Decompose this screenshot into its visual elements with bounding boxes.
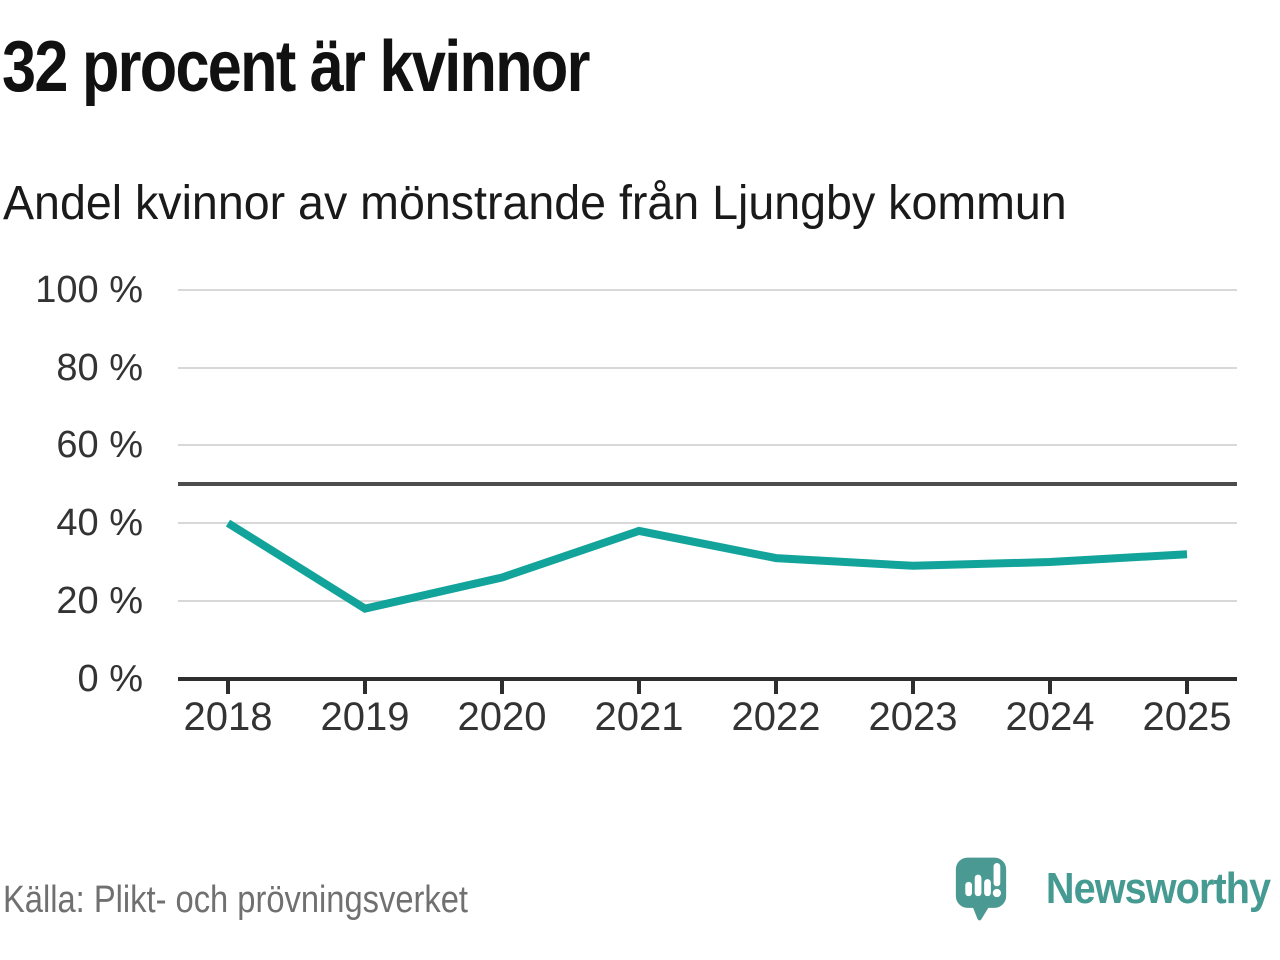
- y-axis-label: 80 %: [56, 346, 143, 389]
- y-axis-label: 0 %: [77, 657, 143, 700]
- x-axis-label: 2022: [731, 695, 821, 739]
- x-axis-label: 2023: [868, 695, 958, 739]
- x-axis-tick: [363, 680, 367, 694]
- newsworthy-wordmark: Newsworthy: [1045, 864, 1271, 913]
- y-axis-label: 40 %: [56, 502, 143, 545]
- gridline: [178, 522, 1237, 525]
- x-axis-label: 2018: [183, 695, 273, 739]
- x-axis-label: 2019: [320, 695, 410, 739]
- y-axis-label: 60 %: [56, 424, 143, 467]
- x-axis-tick: [1185, 680, 1189, 694]
- chart-subtitle: Andel kvinnor av mönstrande från Ljungby…: [3, 177, 1067, 230]
- y-axis-label: 20 %: [56, 579, 143, 622]
- trend-line: [225, 519, 1188, 613]
- source-note: Källa: Plikt- och prövningsverket: [3, 879, 468, 921]
- x-axis-label: 2025: [1142, 695, 1232, 739]
- x-axis-label: 2020: [457, 695, 547, 739]
- gridline: [178, 444, 1237, 447]
- x-axis-tick: [1048, 680, 1052, 694]
- gridline: [178, 366, 1237, 369]
- newsworthy-speech-bubble-icon: [955, 857, 1006, 921]
- x-axis-tick: [226, 680, 230, 694]
- x-axis-tick: [774, 680, 778, 694]
- x-axis-label: 2021: [594, 695, 684, 739]
- headline: 32 procent är kvinnor: [2, 27, 590, 107]
- x-axis-tick: [911, 680, 915, 694]
- x-axis-tick: [637, 680, 641, 694]
- gridline: [178, 289, 1237, 291]
- reference-line: [178, 482, 1237, 487]
- x-axis-line: [178, 676, 1237, 681]
- y-axis-label: 100 %: [35, 269, 143, 311]
- x-axis-label: 2024: [1005, 695, 1095, 739]
- newsworthy-logo: Newsworthy: [954, 854, 1271, 924]
- gridline: [178, 599, 1237, 602]
- x-axis-tick: [500, 680, 504, 694]
